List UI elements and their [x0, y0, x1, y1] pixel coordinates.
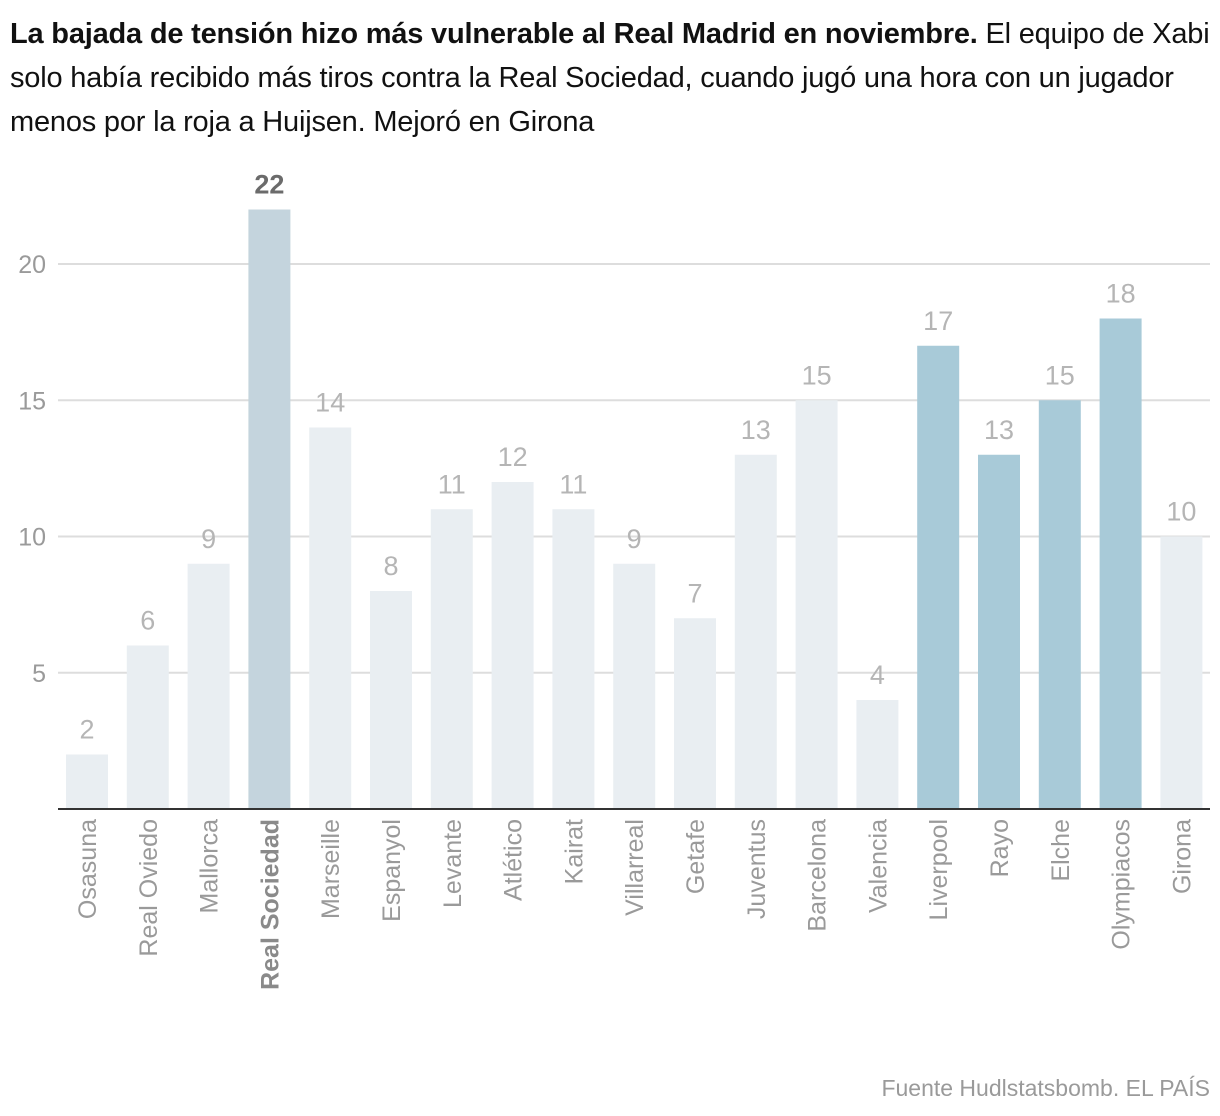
data-label: 12 [498, 442, 528, 472]
data-label: 7 [687, 578, 702, 608]
data-label: 2 [79, 715, 94, 745]
bar-real-oviedo [126, 645, 169, 809]
bar-girona [1160, 536, 1203, 809]
data-label: 6 [140, 606, 155, 636]
bar-villarreal [613, 563, 656, 809]
bar-mallorca [187, 563, 230, 809]
bar-barcelona [795, 400, 838, 809]
bar-levante [430, 509, 473, 809]
x-category-label: Kairat [560, 819, 588, 884]
bar-juventus [734, 454, 777, 809]
data-label: 11 [559, 469, 587, 499]
bar-elche [1038, 400, 1081, 809]
x-category-label: Levante [439, 819, 467, 908]
x-category-label: Elche [1047, 819, 1075, 882]
data-label: 8 [383, 551, 398, 581]
bar-kairat [552, 509, 595, 809]
y-tick-label: 5 [32, 660, 46, 688]
x-category-label: Real Oviedo [135, 819, 163, 957]
x-category-label: Liverpool [925, 819, 953, 920]
bar-olympiacos [1099, 318, 1142, 809]
x-category-label: Espanyol [378, 819, 406, 922]
bar-getafe [674, 618, 716, 809]
x-category-label: Valencia [864, 819, 892, 913]
x-category-label: Rayo [986, 819, 1014, 877]
x-category-label: Villarreal [621, 819, 649, 916]
bar-espanyol [370, 591, 412, 809]
data-label: 17 [923, 306, 953, 336]
y-tick-label: 20 [18, 251, 46, 279]
headline-body: El equipo de Xabi solo había recibido má… [10, 18, 1210, 138]
x-category-label: Mallorca [196, 819, 224, 914]
data-label: 9 [627, 524, 642, 554]
data-label: 14 [315, 388, 345, 418]
data-label: 10 [1166, 497, 1196, 527]
x-category-label: Barcelona [804, 819, 832, 932]
bar-atl-tico [491, 482, 534, 809]
data-label: 9 [201, 524, 216, 554]
x-category-label: Marseille [317, 819, 345, 919]
y-tick-label: 10 [18, 524, 46, 552]
bar-valencia [856, 700, 899, 809]
source-credit: Fuente Hudlstatsbomb. EL PAÍS [881, 1075, 1210, 1101]
x-category-label: Juventus [743, 819, 771, 919]
data-label: 13 [741, 415, 771, 445]
data-label: 22 [254, 170, 284, 200]
bar-marseille [309, 427, 352, 809]
x-category-label: Osasuna [74, 819, 102, 919]
data-label: 15 [1045, 360, 1075, 390]
x-category-label: Getafe [682, 819, 710, 894]
data-label: 15 [802, 360, 832, 390]
x-category-label: Atlético [500, 819, 528, 901]
headline: La bajada de tensión hizo más vulnerable… [10, 12, 1210, 144]
bar-rayo [978, 454, 1020, 809]
bar-osasuna [66, 754, 108, 809]
bar-chart: 5 10 15 20 2 Osasuna 6 Real Oviedo 9 Mallorca 22 Re… [18, 170, 1210, 990]
data-label: 4 [870, 660, 885, 690]
data-label: 11 [438, 469, 466, 499]
x-category-label: Olympiacos [1108, 819, 1136, 950]
x-category-label: Girona [1168, 819, 1196, 894]
bar-real-sociedad [248, 209, 291, 809]
y-tick-label: 15 [18, 387, 46, 415]
data-label: 18 [1106, 279, 1136, 309]
headline-lead: La bajada de tensión hizo más vulnerable… [10, 18, 978, 50]
data-label: 13 [984, 415, 1014, 445]
x-category-label: Real Sociedad [256, 819, 284, 990]
bar-liverpool [917, 345, 960, 809]
